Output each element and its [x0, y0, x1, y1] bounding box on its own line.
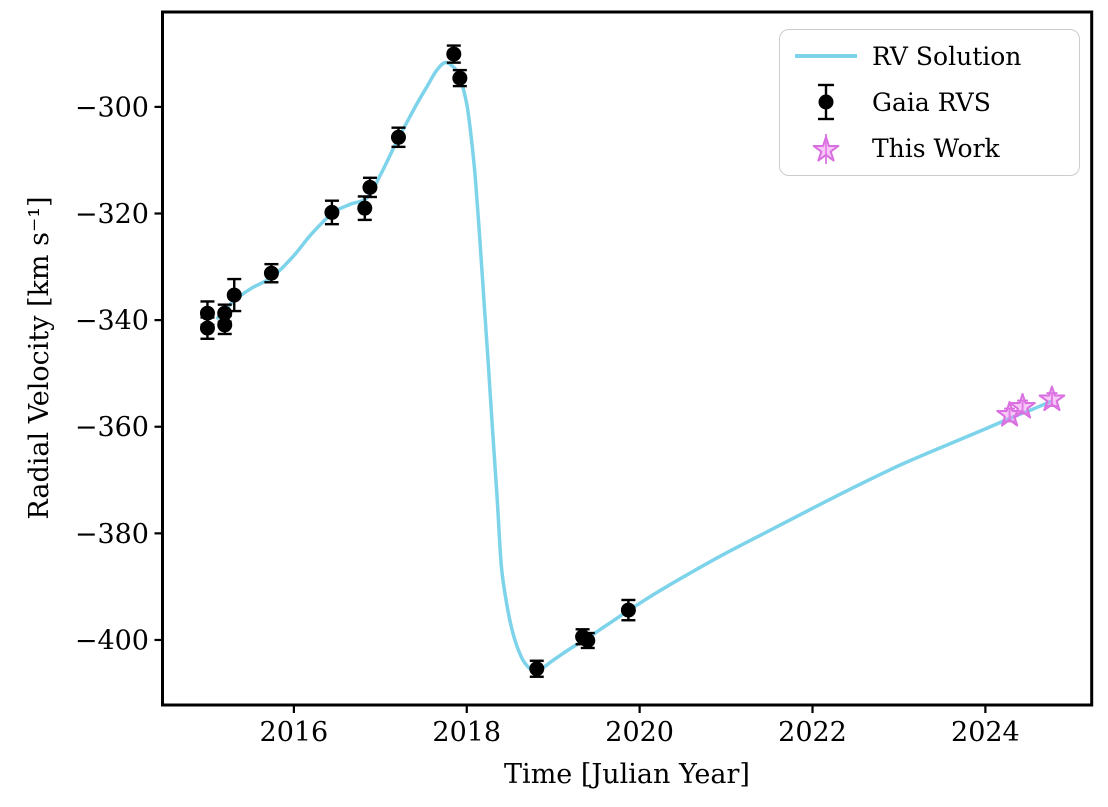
x-tick-label: 2024 [951, 717, 1020, 748]
gaia-point [263, 265, 279, 281]
y-tick-label: −400 [75, 625, 149, 656]
legend-item-rv-solution: RV Solution [780, 33, 1079, 79]
plot-border [161, 10, 1094, 707]
x-tick-label: 2016 [260, 717, 329, 748]
this-work-star [1038, 385, 1066, 412]
legend-box: RV Solution Gaia RVS This Work [779, 29, 1080, 176]
y-axis-label: Radial Velocity [km s⁻¹] [24, 196, 55, 519]
gaia-point [620, 602, 636, 618]
errorbar-point-icon [818, 84, 834, 121]
this-work-star-swatch [780, 131, 872, 167]
gaia-point [199, 320, 215, 336]
gaia-point [452, 70, 468, 86]
gaia-point [529, 661, 545, 677]
x-tick-label: 2018 [432, 717, 501, 748]
y-tick-label: −380 [75, 519, 149, 550]
x-axis-label: Time [Julian Year] [504, 759, 750, 790]
y-tick-label: −360 [75, 412, 149, 443]
gaia-point [580, 632, 596, 648]
y-tick-label: −340 [75, 306, 149, 337]
this-work-star [1009, 393, 1036, 419]
legend-label-gaia-rvs: Gaia RVS [872, 87, 991, 117]
line-swatch-icon [795, 54, 857, 59]
gaia-point [362, 179, 378, 195]
gaia-point [217, 317, 233, 333]
gaia-point-swatch [780, 81, 872, 123]
legend-label-rv-solution: RV Solution [872, 41, 1022, 71]
gaia-point [217, 305, 233, 321]
legend-item-gaia-rvs: Gaia RVS [780, 79, 1079, 125]
y-tick-label: −320 [75, 199, 149, 230]
marker-layer [199, 44, 1066, 678]
gaia-point [390, 129, 406, 145]
gaia-point [226, 287, 242, 303]
x-tick-label: 2022 [778, 717, 847, 748]
gaia-point [199, 305, 215, 321]
gaia-point [357, 200, 373, 216]
gaia-point [324, 204, 340, 220]
gaia-point [446, 46, 462, 62]
y-tick-label: −300 [75, 92, 149, 123]
legend-label-this-work: This Work [872, 134, 1000, 164]
axes-layer: 2016 2018 2020 2022 2024 −300 −320 −340 −360 −380… [75, 10, 1094, 748]
star-icon [812, 133, 840, 164]
rv-solution-line-swatch [780, 51, 872, 61]
x-tick-label: 2020 [605, 717, 674, 748]
this-work-star [996, 401, 1023, 427]
legend-item-this-work: This Work [780, 126, 1079, 172]
